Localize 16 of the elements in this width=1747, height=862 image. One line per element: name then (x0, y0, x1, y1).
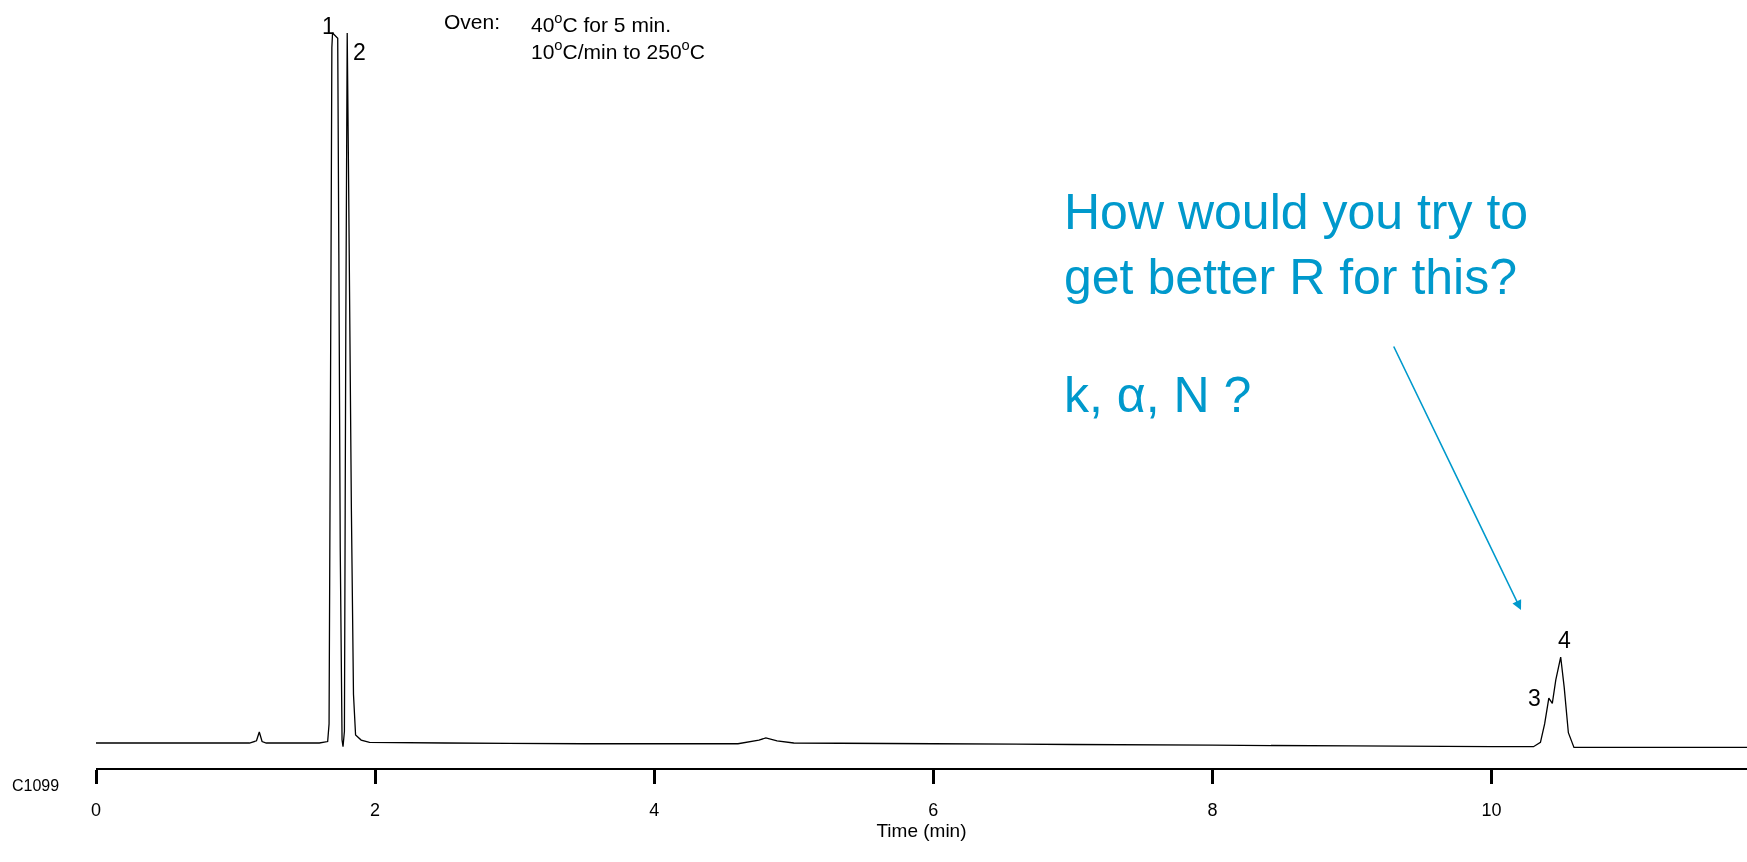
x-axis-title: Time (min) (876, 819, 967, 841)
annotation: 4 (1558, 627, 1571, 653)
x-tick-label: 8 (1207, 799, 1218, 820)
text: Oven: (444, 10, 501, 33)
annotation: 3 (1528, 685, 1541, 711)
annotation: 2 (353, 39, 366, 65)
x-tick-label: 0 (90, 799, 102, 820)
annotation: 40$^{o}$C for 5 min. 10$^{o}$C/min to 250$^{o}$C (531, 10, 705, 64)
annotation: 1 (322, 13, 335, 39)
x-tick-label: 10 (1481, 799, 1502, 820)
x-tick-label: 6 (928, 799, 939, 820)
annotation: k, α, N ? (1064, 367, 1252, 423)
text: C1099 (12, 777, 60, 794)
x-tick-label: 4 (649, 799, 660, 820)
x-tick-label: 2 (370, 799, 381, 820)
annotation: How would you try to get better R for this? (1064, 184, 1529, 305)
